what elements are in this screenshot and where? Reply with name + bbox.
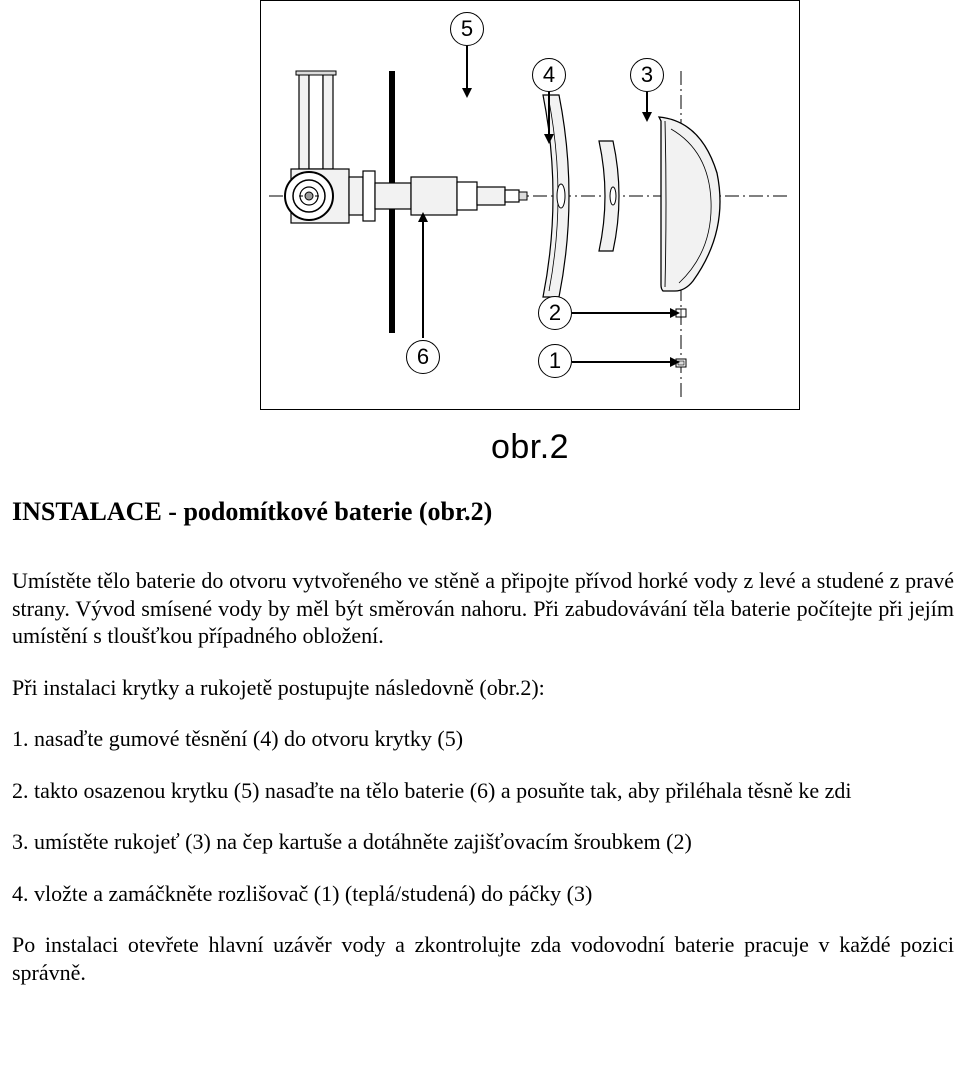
callout-line [422, 220, 424, 338]
section-heading: INSTALACE - podomítkové baterie (obr.2) [12, 497, 960, 527]
step-2: 2. takto osazenou krytku (5) nasaďte na … [12, 777, 954, 805]
step-3: 3. umístěte rukojeť (3) na čep kartuše a… [12, 828, 954, 856]
paragraph-intro: Umístěte tělo baterie do otvoru vytvořen… [12, 567, 954, 650]
diagram-frame [260, 0, 800, 410]
callout-6: 6 [406, 340, 440, 374]
callout-arrow [462, 88, 472, 98]
diagram-container: 5 4 3 6 2 1 [260, 0, 800, 410]
callout-arrow [642, 112, 652, 122]
callout-arrow [544, 134, 554, 144]
callout-line [646, 92, 648, 114]
callout-line [466, 46, 468, 90]
callout-arrow [418, 212, 428, 222]
callout-line [572, 361, 672, 363]
callout-arrow [670, 308, 680, 318]
callout-2: 2 [538, 296, 572, 330]
callout-1: 1 [538, 344, 572, 378]
figure-caption: obr.2 [260, 428, 800, 467]
exploded-diagram [261, 1, 797, 407]
callout-arrow [670, 357, 680, 367]
callout-line [572, 312, 672, 314]
paragraph-lead: Při instalaci krytky a rukojetě postupuj… [12, 674, 954, 702]
callout-4: 4 [532, 58, 566, 92]
step-1: 1. nasaďte gumové těsnění (4) do otvoru … [12, 725, 954, 753]
step-4: 4. vložte a zamáčkněte rozlišovač (1) (t… [12, 880, 954, 908]
callout-line [548, 92, 550, 136]
paragraph-outro: Po instalaci otevřete hlavní uzávěr vody… [12, 931, 954, 986]
callout-3: 3 [630, 58, 664, 92]
callout-5: 5 [450, 12, 484, 46]
